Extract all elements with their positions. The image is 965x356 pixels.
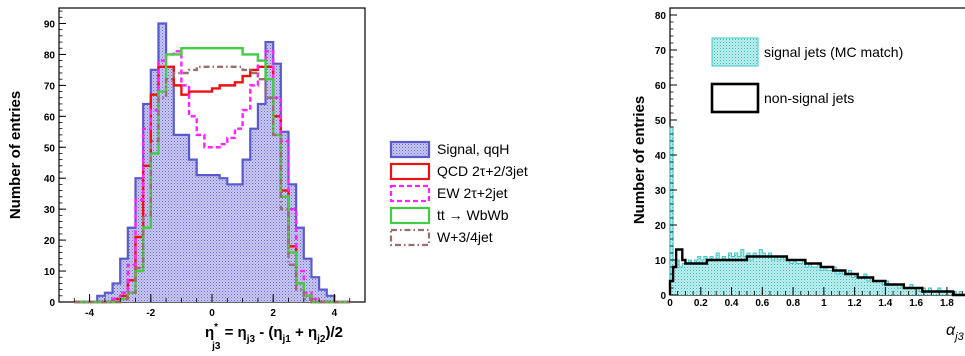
series-4-histogram <box>74 65 350 304</box>
legend-swatch <box>710 82 760 114</box>
y-tick-label: 10 <box>655 256 667 267</box>
y-tick-label: 10 <box>44 267 56 278</box>
y-tick-label: 20 <box>655 221 667 232</box>
series-0-histogram <box>74 22 350 304</box>
legend: signal jets (MC match) non-signal jets <box>710 37 903 114</box>
x-label-part: * <box>214 322 218 333</box>
legend-swatch <box>389 162 431 181</box>
x-label-part: + η <box>291 324 317 341</box>
x-label-part: η <box>205 324 214 341</box>
legend: Signal, qqH QCD 2τ+2/3jet EW 2τ+2jet tt → W… <box>389 140 528 247</box>
y-axis-label: Number of entries <box>7 91 24 219</box>
legend-label: QCD 2τ+2/3jet <box>437 163 528 179</box>
x-axis-ticks: -4 -2 0 2 4 <box>58 294 366 319</box>
y-axis-ticks: 0 10 20 30 40 50 60 70 80 <box>655 7 677 302</box>
legend-label: signal jets (MC match) <box>764 44 903 60</box>
series-0-histogram <box>669 126 965 296</box>
legend-label: EW 2τ+2jet <box>437 185 508 201</box>
x-label-part: - (η <box>255 324 283 341</box>
x-label-part: j1 <box>282 334 292 345</box>
y-tick-label: 40 <box>655 151 667 162</box>
legend-label: Signal, qqH <box>437 141 509 157</box>
x-tick-label: 1 <box>821 298 827 309</box>
x-axis-label: η* j3 = ηj3 - (ηj1 + ηj2)/2 <box>205 322 343 352</box>
y-tick-label: 30 <box>44 205 56 216</box>
legend-swatch <box>389 228 431 247</box>
y-tick-label: 0 <box>49 298 55 309</box>
x-axis-ticks: 0 0.2 0.4 0.6 0.8 1 1.2 1.4 1.6 1.8 <box>667 287 963 309</box>
x-tick-label: 1.8 <box>940 298 954 309</box>
legend-swatch <box>389 184 431 203</box>
x-label-part: j3 <box>211 341 221 352</box>
x-tick-label: 1.6 <box>909 298 923 309</box>
x-label-part: )/2 <box>325 324 343 341</box>
legend-label: tt → WbWb <box>437 207 509 223</box>
x-tick-label: 0.8 <box>786 298 800 309</box>
y-tick-label: 70 <box>655 46 667 57</box>
x-tick-label: -4 <box>85 308 94 319</box>
y-tick-label: 30 <box>655 186 667 197</box>
series-2-histogram <box>74 50 350 304</box>
legend-label: non-signal jets <box>764 90 854 106</box>
x-axis-label: αj3 <box>946 322 965 343</box>
y-tick-label: 40 <box>44 174 56 185</box>
y-tick-label: 80 <box>655 11 667 22</box>
y-tick-label: 20 <box>44 236 56 247</box>
x-tick-label: 1.4 <box>878 298 892 309</box>
y-tick-label: 0 <box>660 291 666 302</box>
legend-swatch <box>389 140 431 159</box>
x-tick-label: 0.4 <box>725 298 739 309</box>
x-tick-label: 4 <box>332 308 338 319</box>
eta-histogram-chart: 0 10 20 30 40 50 60 70 80 90 -4 -2 0 2 4 Number of en… <box>7 7 366 352</box>
x-tick-label: 0.2 <box>694 298 708 309</box>
y-tick-label: 90 <box>44 19 56 30</box>
x-label-part: α <box>946 322 956 339</box>
series-1-histogram <box>668 248 965 297</box>
x-label-part: j3 <box>953 331 964 343</box>
y-tick-label: 80 <box>44 50 56 61</box>
y-axis-label: Number of entries <box>631 96 648 224</box>
y-tick-label: 60 <box>655 81 667 92</box>
y-tick-label: 60 <box>44 112 56 123</box>
legend-swatch <box>711 37 759 67</box>
y-axis-ticks: 0 10 20 30 40 50 60 70 80 90 <box>44 10 66 309</box>
x-tick-label: 0 <box>667 298 673 309</box>
y-tick-label: 70 <box>44 81 56 92</box>
legend-swatch <box>389 206 431 225</box>
x-label-part: j3 <box>246 334 256 345</box>
x-label-part: = η <box>220 324 246 341</box>
alpha-histogram-chart: 0 10 20 30 40 50 60 70 80 0 0.2 0.4 0.6 0.8 1 1.2 1.4 1.… <box>631 7 965 343</box>
x-tick-label: 0.6 <box>755 298 769 309</box>
x-tick-label: 1.2 <box>848 298 862 309</box>
x-label-part: j2 <box>316 334 326 345</box>
series-3-histogram <box>74 47 350 304</box>
x-tick-label: 0 <box>209 308 215 319</box>
y-tick-label: 50 <box>655 116 667 127</box>
histogram-series-group <box>74 22 350 304</box>
y-tick-label: 50 <box>44 143 56 154</box>
x-tick-label: 2 <box>270 308 276 319</box>
x-tick-label: -2 <box>146 308 155 319</box>
histogram-series-group <box>668 126 965 297</box>
legend-label: W+3/4jet <box>437 229 493 245</box>
